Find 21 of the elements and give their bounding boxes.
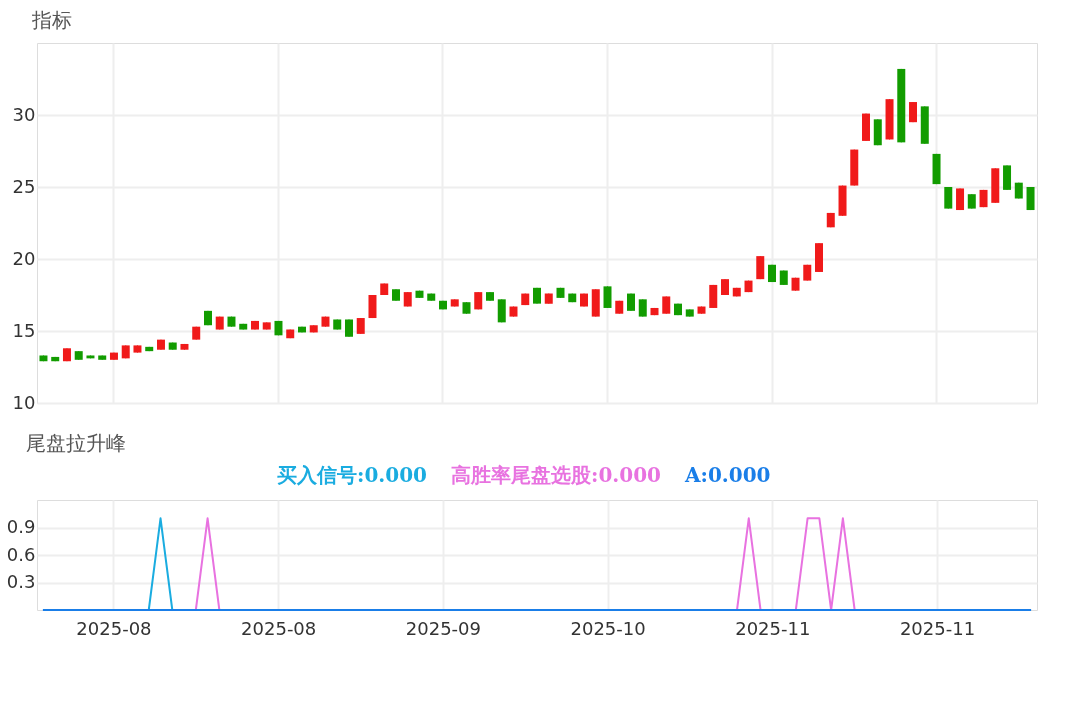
chart-title: 尾盘拉升峰 (26, 431, 127, 455)
chart-title: 指标 (31, 8, 73, 32)
y-tick-label: 0.9 (6, 516, 36, 537)
candlestick (944, 186, 953, 210)
x-tick-label: 2025-08 (241, 617, 317, 639)
candlestick (603, 285, 612, 309)
y-tick-label: 25 (12, 175, 36, 197)
y-tick-label: 0.3 (6, 571, 36, 592)
y-tick-label: 15 (12, 319, 36, 341)
text: 买入信号:0.000 (277, 463, 428, 487)
y-tick-label: 20 (12, 247, 36, 269)
x-tick-label: 2025-11 (899, 617, 976, 639)
y-tick-label: 0.6 (6, 543, 36, 565)
y-tick-label: 30 (12, 103, 36, 125)
text: 高胜率尾盘选股:0.000 (451, 463, 662, 487)
x-tick-label: 2025-11 (735, 617, 811, 639)
y-tick-label: 10 (12, 391, 36, 413)
x-tick-label: 2025-08 (76, 617, 152, 639)
text: A:0.000 (684, 463, 771, 487)
x-tick-label: 2025-10 (570, 617, 646, 639)
x-tick-label: 2025-09 (405, 617, 481, 639)
